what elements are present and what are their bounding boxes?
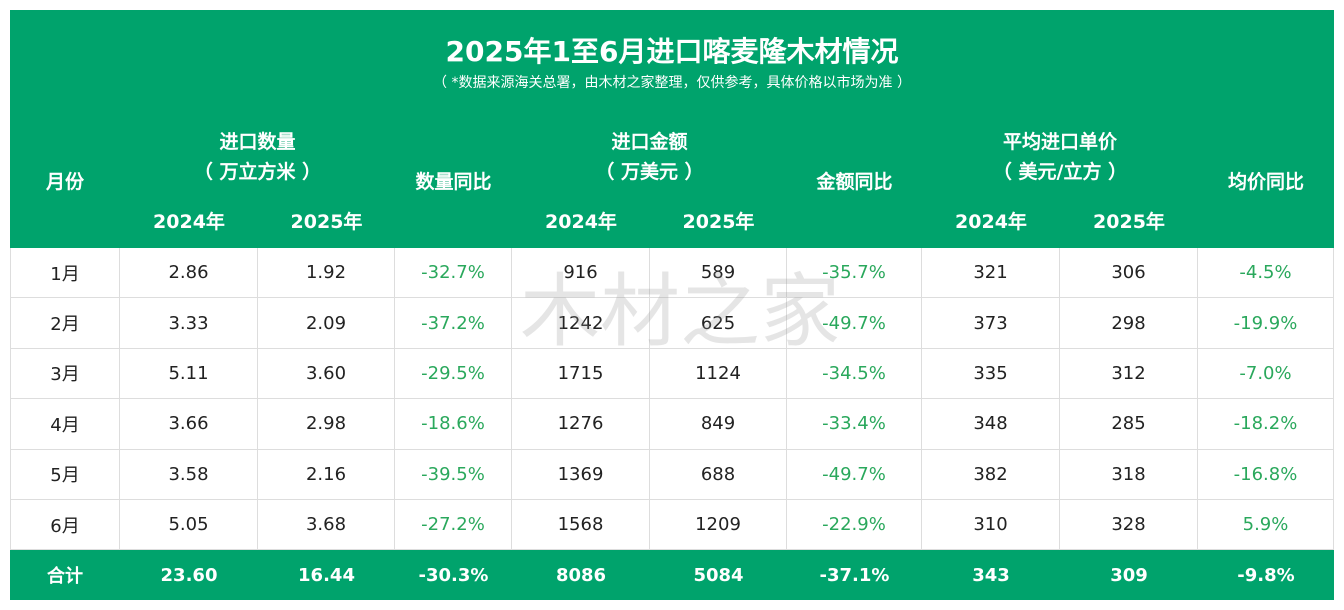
data-cell: 625 — [650, 298, 787, 349]
total-cell: -9.8% — [1237, 564, 1295, 586]
data-cell: -49.7% — [787, 298, 922, 349]
group-label: 平均进口单价 — [1002, 130, 1117, 153]
data-cell: -35.7% — [787, 248, 922, 299]
subtitle: （ *数据来源海关总署，由木材之家整理，仅供参考，具体价格以市场为准 ） — [433, 75, 911, 91]
group-label: 进口金额 — [611, 130, 688, 153]
data-cell: 318 — [1060, 449, 1198, 500]
data-cell: -18.2% — [1198, 399, 1334, 450]
month-cell: 5月 — [10, 449, 120, 500]
data-cell: 1715 — [512, 348, 650, 400]
data-cell: -18.6% — [395, 399, 512, 450]
month-header: 月份 — [45, 170, 84, 193]
header-band — [10, 10, 1334, 248]
month-cell: 3月 — [10, 348, 120, 400]
data-cell: 310 — [922, 500, 1060, 551]
total-cell: 23.60 — [160, 564, 218, 586]
data-cell: 312 — [1060, 348, 1198, 400]
data-cell: 5.11 — [120, 348, 258, 400]
total-cell: 343 — [972, 564, 1010, 586]
data-cell: 1242 — [512, 298, 650, 349]
watermark: 木材之家 — [520, 265, 840, 358]
data-cell: 3.58 — [120, 449, 258, 500]
data-cell: -49.7% — [787, 449, 922, 500]
data-cell: 306 — [1060, 248, 1198, 299]
total-band — [10, 550, 1334, 600]
data-cell: 321 — [922, 248, 1060, 299]
data-cell: 1.92 — [258, 248, 395, 299]
data-cell: 3.66 — [120, 399, 258, 450]
total-cell: 合计 — [47, 566, 83, 587]
data-cell: 3.68 — [258, 500, 395, 551]
year-label: 2025年 — [682, 210, 755, 233]
yoy-header: 均价同比 — [1227, 170, 1304, 193]
yoy-header: 数量同比 — [415, 170, 492, 193]
group-unit: （ 万美元 ） — [595, 160, 704, 183]
data-cell: -7.0% — [1198, 348, 1334, 400]
data-cell: -39.5% — [395, 449, 512, 500]
data-cell: 1209 — [650, 500, 787, 551]
data-cell: 5.9% — [1198, 500, 1334, 551]
data-cell: 298 — [1060, 298, 1198, 349]
group-label: 进口数量 — [219, 130, 296, 153]
data-cell: 3.33 — [120, 298, 258, 349]
data-cell: -4.5% — [1198, 248, 1334, 299]
total-cell: 16.44 — [298, 564, 355, 586]
group-unit: （ 万立方米 ） — [193, 160, 322, 183]
data-cell: 2.09 — [258, 298, 395, 349]
data-cell: 348 — [922, 399, 1060, 450]
data-cell: 916 — [512, 248, 650, 299]
data-cell: -32.7% — [395, 248, 512, 299]
month-cell: 1月 — [10, 248, 120, 299]
data-cell: 1124 — [650, 348, 787, 400]
data-cell: 328 — [1060, 500, 1198, 551]
year-label: 2025年 — [1093, 210, 1165, 233]
data-cell: 589 — [650, 248, 787, 299]
data-cell: -37.2% — [395, 298, 512, 349]
yoy-header: 金额同比 — [816, 170, 893, 193]
data-cell: 1276 — [512, 399, 650, 450]
data-cell: 688 — [650, 449, 787, 500]
data-cell: 2.98 — [258, 399, 395, 450]
group-unit: （ 美元/立方 ） — [992, 160, 1128, 183]
data-cell: -22.9% — [787, 500, 922, 551]
data-cell: -29.5% — [395, 348, 512, 400]
data-cell: -34.5% — [787, 348, 922, 400]
total-cell: 8086 — [555, 564, 607, 586]
data-cell: 2.86 — [120, 248, 258, 299]
title: 2025年1至6月进口喀麦隆木材情况 — [445, 35, 899, 68]
data-cell: -33.4% — [787, 399, 922, 450]
year-label: 2024年 — [545, 210, 617, 233]
year-label: 2024年 — [955, 210, 1027, 233]
data-cell: 1568 — [512, 500, 650, 551]
data-cell: 5.05 — [120, 500, 258, 551]
month-cell: 6月 — [10, 500, 120, 551]
data-cell: 3.60 — [258, 348, 395, 400]
data-cell: -19.9% — [1198, 298, 1334, 349]
month-cell: 4月 — [10, 399, 120, 450]
data-cell: -16.8% — [1198, 449, 1334, 500]
total-cell: 5084 — [693, 564, 744, 586]
total-cell: -37.1% — [819, 564, 890, 586]
year-label: 2024年 — [153, 210, 225, 233]
data-cell: 335 — [922, 348, 1060, 400]
data-cell: 285 — [1060, 399, 1198, 450]
data-cell: 849 — [650, 399, 787, 450]
year-label: 2025年 — [290, 210, 363, 233]
total-cell: -30.3% — [418, 564, 489, 586]
month-cell: 2月 — [10, 298, 120, 349]
data-cell: 1369 — [512, 449, 650, 500]
data-cell: -27.2% — [395, 500, 512, 551]
data-cell: 373 — [922, 298, 1060, 349]
data-cell: 382 — [922, 449, 1060, 500]
data-cell: 2.16 — [258, 449, 395, 500]
total-cell: 309 — [1110, 564, 1148, 586]
